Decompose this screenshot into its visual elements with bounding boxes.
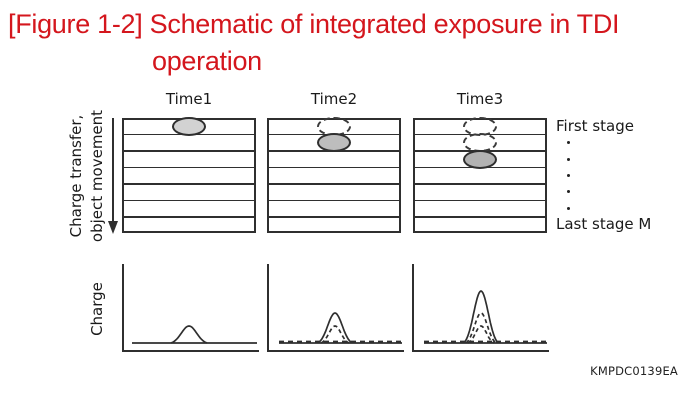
charge-peak-solid-time1 bbox=[170, 325, 208, 344]
tdi-grid-time2 bbox=[267, 116, 401, 233]
transfer-direction-arrow-line bbox=[112, 118, 114, 222]
charge-peak-dashed-time3 bbox=[465, 312, 497, 344]
charge-peak-solid-time3 bbox=[463, 290, 499, 344]
time-label-time3: Time3 bbox=[456, 90, 504, 108]
grid-row-line bbox=[269, 199, 399, 202]
figure-title: [Figure 1-2] Schematic of integrated exp… bbox=[8, 6, 698, 80]
stage-dot-icon bbox=[567, 174, 570, 177]
grid-row-line bbox=[269, 216, 399, 218]
stage-dot-icon bbox=[567, 190, 570, 194]
time-label-time1: Time1 bbox=[165, 90, 213, 108]
charge-peak-dashed-time2 bbox=[320, 325, 350, 344]
time-label-time2: Time2 bbox=[310, 90, 358, 108]
figure-title-line1: [Figure 1-2] Schematic of integrated exp… bbox=[8, 9, 620, 39]
charge-packet-ellipse-filled bbox=[172, 116, 206, 136]
first-stage-label: First stage bbox=[556, 117, 634, 135]
grid-row-line bbox=[415, 199, 545, 202]
grid-row-line bbox=[124, 183, 254, 185]
charge-peak-solid-time2 bbox=[317, 312, 353, 344]
grid-row-line bbox=[124, 166, 254, 169]
document-code: KMPDC0139EA bbox=[590, 364, 678, 378]
grid-row-line bbox=[415, 216, 545, 218]
grid-row-line bbox=[124, 216, 254, 218]
tdi-grid-time1 bbox=[122, 116, 256, 233]
grid-row-line bbox=[269, 183, 399, 185]
charge-peak-dashed-time3 bbox=[467, 325, 495, 344]
charge-packet-ellipse-filled bbox=[463, 149, 497, 169]
charge-packet-ellipse-filled bbox=[317, 133, 351, 153]
grid-row-line bbox=[269, 166, 399, 169]
tdi-grid-time3 bbox=[413, 116, 547, 233]
grid-row-line bbox=[415, 183, 545, 185]
stage-dot-icon bbox=[567, 157, 570, 161]
stage-dot-icon bbox=[567, 141, 570, 145]
grid-row-line bbox=[124, 150, 254, 152]
last-stage-label: Last stage M bbox=[556, 215, 652, 233]
stage-dot-icon bbox=[567, 206, 570, 210]
figure-title-line2: operation bbox=[152, 46, 262, 76]
transfer-direction-arrow-head-icon bbox=[108, 221, 118, 234]
grid-row-line bbox=[124, 199, 254, 202]
